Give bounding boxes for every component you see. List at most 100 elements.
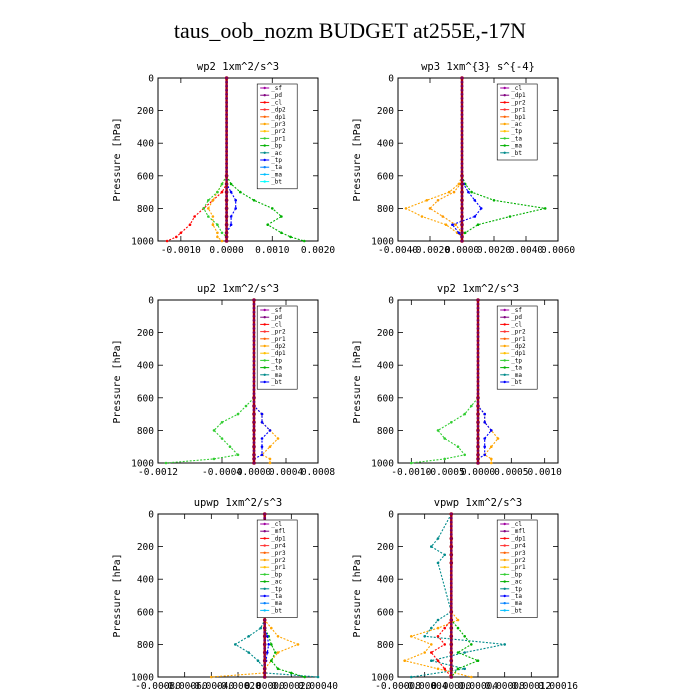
plot-frame — [397, 77, 559, 242]
legend-label: _ac — [271, 579, 282, 586]
y-tick-label: 200 — [377, 542, 394, 553]
data-point — [266, 635, 269, 638]
data-point — [236, 412, 240, 416]
zero-marker — [460, 145, 464, 149]
data-point — [456, 651, 460, 654]
data-point — [444, 223, 448, 226]
zero-marker — [460, 215, 464, 218]
zero-marker — [263, 655, 267, 658]
legend-marker — [263, 580, 266, 583]
zero-marker — [460, 211, 464, 214]
zero-marker — [263, 634, 267, 638]
zero-marker — [225, 170, 228, 174]
data-point — [476, 659, 480, 662]
zero-marker — [252, 424, 256, 428]
data-point — [508, 215, 512, 218]
zero-marker — [449, 512, 453, 516]
zero-marker — [460, 109, 464, 112]
x-tick-label: 0.0000 — [445, 245, 480, 256]
data-point — [252, 199, 256, 202]
data-point — [210, 675, 213, 679]
data-point — [436, 635, 440, 638]
zero-marker — [225, 101, 228, 104]
zero-marker — [225, 117, 228, 121]
series-line — [404, 78, 463, 241]
legend-marker — [503, 380, 506, 384]
data-point — [420, 215, 424, 218]
data-point — [543, 207, 547, 210]
zero-marker — [263, 647, 267, 650]
data-point — [463, 231, 467, 235]
y-tick-label: 600 — [377, 607, 394, 618]
zero-marker — [449, 647, 453, 650]
data-point — [436, 561, 440, 565]
vpwp-chart: vpwp 1xm^2/s^3 0 200 400 600 800 1000-0.00008-… — [352, 497, 578, 692]
y-tick-label: 800 — [377, 426, 394, 437]
legend-label: _cl — [271, 521, 282, 528]
data-point — [220, 437, 224, 440]
zero-marker — [460, 133, 464, 137]
data-point — [410, 675, 413, 679]
data-point — [276, 635, 280, 638]
legend-marker — [503, 323, 506, 326]
legend-label: _pr2 — [511, 329, 526, 336]
zero-marker — [476, 416, 480, 420]
data-point — [270, 626, 273, 630]
legend-marker — [503, 522, 506, 526]
data-point — [220, 231, 224, 235]
x-tick-label: -0.0012 — [138, 467, 178, 478]
zero-marker — [460, 223, 464, 227]
data-point — [179, 231, 183, 235]
zero-marker — [460, 80, 464, 84]
zero-marker — [225, 113, 228, 117]
zero-marker — [476, 376, 480, 379]
x-tick-label: -0.0010 — [391, 467, 431, 478]
data-point — [247, 651, 250, 654]
legend-label: _mfl — [271, 528, 286, 535]
x-tick-label: 0.0000 — [237, 467, 272, 478]
legend-marker — [503, 573, 506, 576]
x-tick-label: 0.0010 — [255, 245, 290, 256]
data-point — [280, 231, 283, 235]
zero-marker — [460, 239, 464, 243]
zero-marker — [225, 227, 228, 231]
zero-marker — [476, 359, 480, 363]
legend-label: _sf — [511, 307, 522, 314]
data-point — [244, 404, 248, 408]
zero-marker — [476, 396, 480, 400]
legend-marker — [263, 566, 266, 569]
zero-marker — [225, 141, 228, 145]
data-point — [451, 223, 454, 226]
zero-marker — [263, 618, 267, 622]
zero-marker — [252, 331, 256, 334]
y-tick-label: 0 — [148, 74, 154, 85]
data-point — [211, 199, 215, 202]
zero-marker — [449, 516, 453, 520]
data-point — [220, 182, 224, 186]
zero-marker — [476, 331, 480, 334]
zero-marker — [225, 190, 228, 194]
legend-marker — [503, 530, 506, 533]
zero-marker — [225, 215, 228, 218]
plot-frame — [157, 77, 319, 242]
zero-marker — [476, 433, 480, 436]
legend-label: _tp — [271, 157, 282, 164]
zero-marker — [263, 630, 267, 634]
zero-marker — [225, 166, 228, 170]
legend-marker — [503, 602, 506, 605]
zero-marker — [252, 363, 256, 367]
zero-marker — [225, 88, 228, 92]
legend-label: _ma — [511, 143, 522, 150]
zero-marker — [449, 655, 453, 658]
zero-marker — [476, 347, 480, 351]
y-tick-label: 0 — [388, 74, 394, 85]
data-point — [268, 457, 272, 461]
data-point — [430, 651, 433, 654]
legend-marker — [263, 609, 266, 612]
data-point — [212, 429, 216, 432]
zero-marker — [252, 380, 256, 383]
y-tick-label: 800 — [137, 640, 154, 651]
zero-marker — [476, 298, 480, 302]
data-point — [216, 235, 219, 239]
zero-marker — [449, 524, 453, 528]
